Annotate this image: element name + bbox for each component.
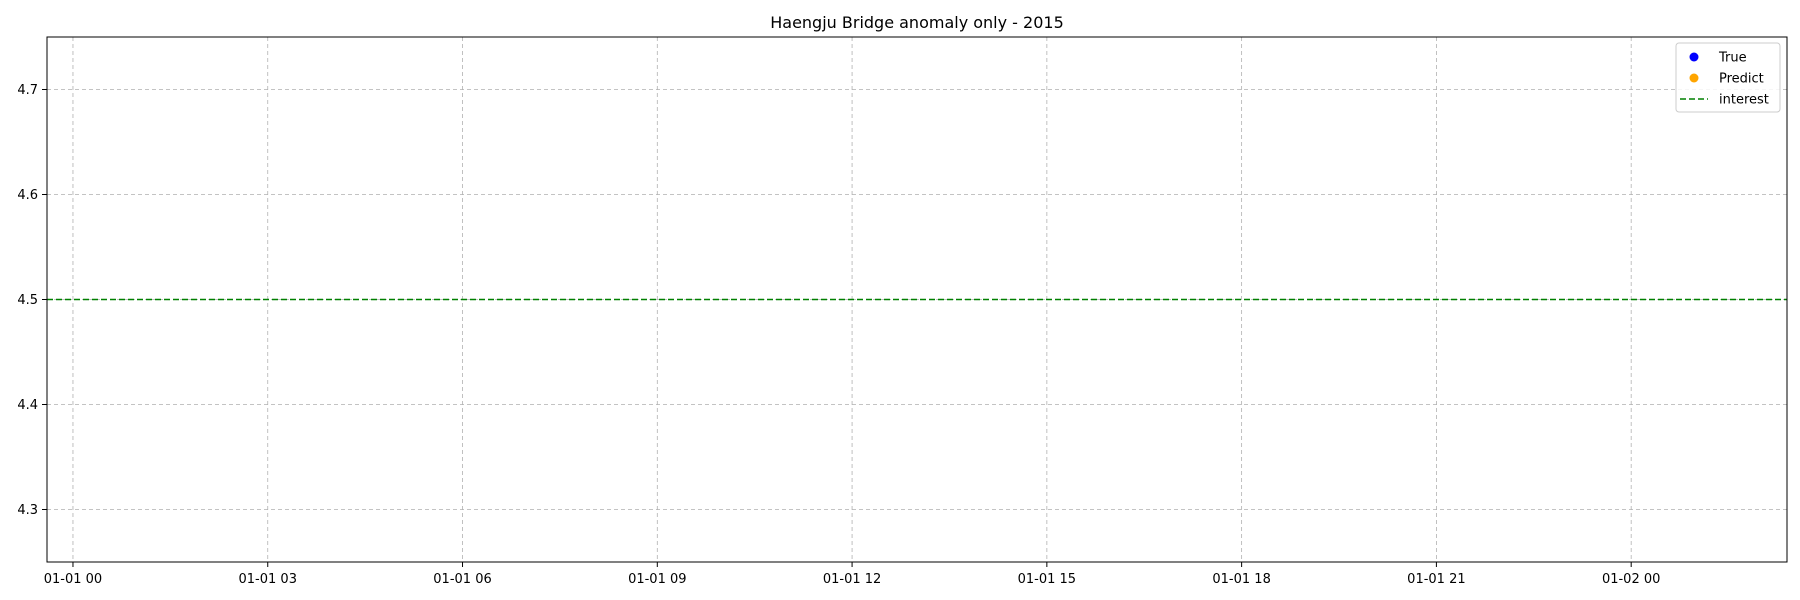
x-tick-label: 01-01 00 — [44, 572, 102, 587]
x-tick-label: 01-01 12 — [823, 572, 881, 587]
x-tick-label: 01-01 15 — [1018, 572, 1076, 587]
y-tick-label: 4.5 — [17, 293, 38, 308]
legend-label: Predict — [1719, 72, 1764, 87]
x-tick-label: 01-01 09 — [628, 572, 686, 587]
y-tick-label: 4.6 — [17, 188, 38, 203]
legend-label: interest — [1719, 93, 1769, 108]
x-tick-label: 01-01 18 — [1212, 572, 1270, 587]
legend-label: True — [1718, 51, 1747, 66]
y-axis: 4.3 4.4 4.5 4.6 4.7 — [17, 83, 47, 518]
x-tick-label: 01-02 00 — [1602, 572, 1660, 587]
x-tick-label: 01-01 21 — [1407, 572, 1465, 587]
y-tick-label: 4.4 — [17, 398, 38, 413]
legend-marker — [1689, 73, 1699, 83]
legend-marker — [1689, 52, 1699, 62]
y-tick-label: 4.7 — [17, 83, 38, 98]
legend: True Predict interest — [1675, 42, 1781, 113]
y-tick-label: 4.3 — [17, 503, 38, 518]
x-tick-label: 01-01 06 — [433, 572, 491, 587]
legend-box — [1675, 42, 1781, 113]
x-tick-label: 01-01 03 — [239, 572, 297, 587]
chart-title: Haengju Bridge anomaly only - 2015 — [770, 13, 1064, 32]
x-axis: 01-01 00 01-01 03 01-01 06 01-01 09 01-01 12… — [44, 562, 1660, 587]
